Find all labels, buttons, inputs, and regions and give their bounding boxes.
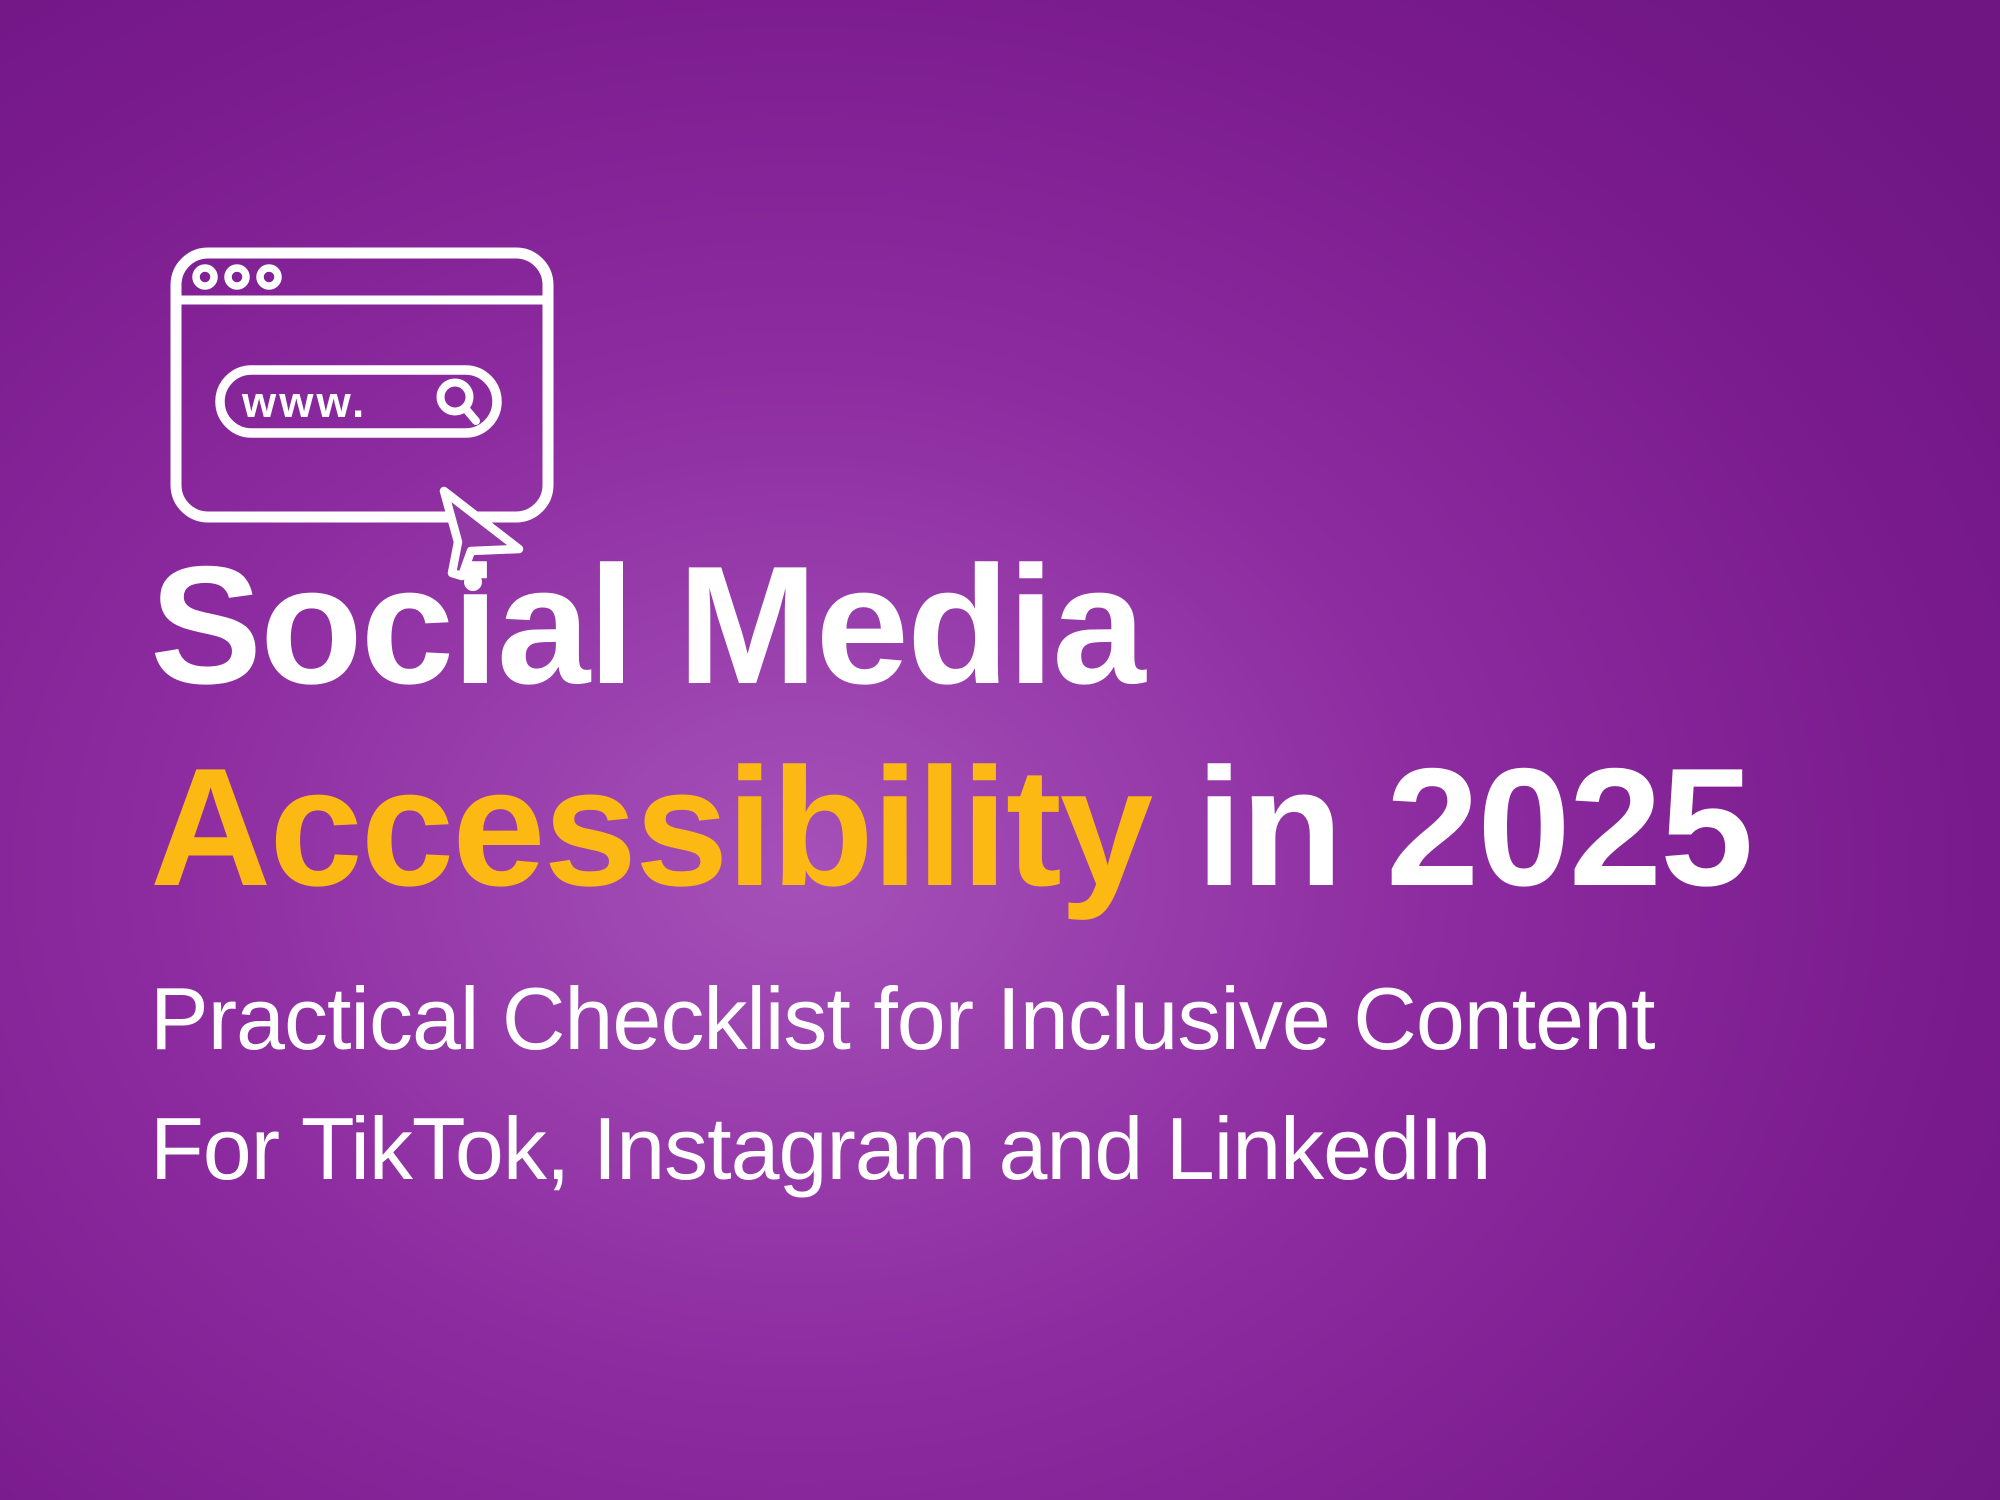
window-control-dot bbox=[256, 264, 282, 290]
browser-window-icon: www. bbox=[170, 247, 554, 523]
address-bar bbox=[215, 365, 502, 438]
cursor-click-dot bbox=[464, 573, 482, 591]
search-icon bbox=[436, 378, 480, 425]
cursor-icon bbox=[439, 486, 524, 591]
title-rest: in 2025 bbox=[1195, 733, 1754, 921]
browser-frame bbox=[170, 247, 554, 523]
title-line-2: Accessibility in 2025 bbox=[150, 743, 1754, 911]
title-line-1: Social Media bbox=[150, 531, 1146, 719]
subtitle-line-2: For TikTok, Instagram and LinkedIn bbox=[150, 1099, 1491, 1198]
window-control-dot bbox=[224, 264, 250, 290]
subtitle-line-1: Practical Checklist for Inclusive Conten… bbox=[150, 969, 1655, 1068]
title-accent-word: Accessibility bbox=[150, 733, 1153, 921]
cursor-arrow bbox=[439, 486, 524, 581]
window-control-dot bbox=[192, 264, 218, 290]
address-bar-text: www. bbox=[241, 378, 367, 427]
